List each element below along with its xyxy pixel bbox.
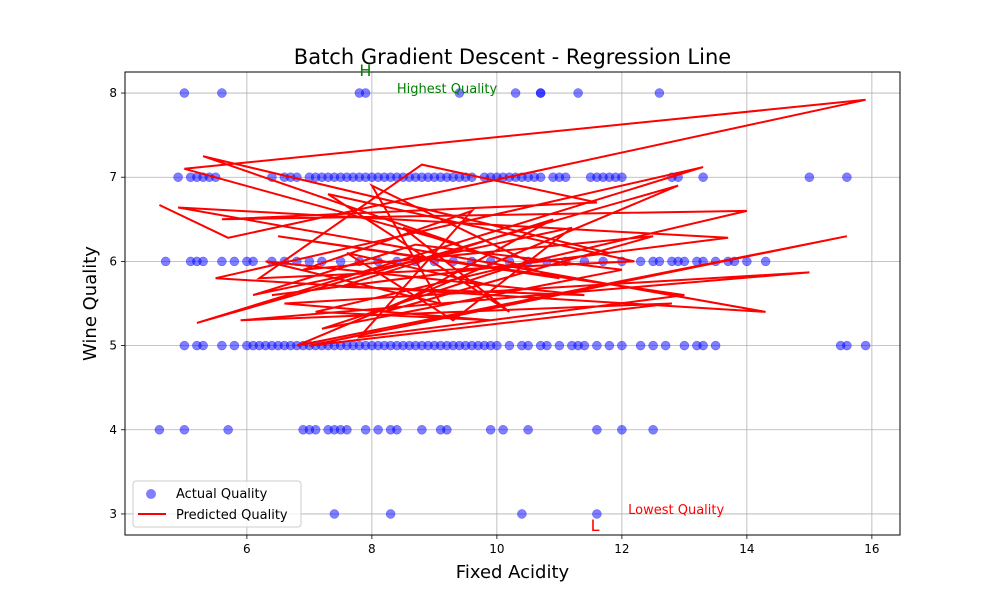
x-tick-label: 14 bbox=[739, 542, 754, 556]
data-point bbox=[592, 340, 602, 351]
data-point bbox=[342, 425, 352, 435]
data-point bbox=[442, 425, 452, 435]
chart-annotation: L bbox=[591, 516, 600, 535]
data-point bbox=[310, 425, 321, 435]
y-tick-label: 8 bbox=[109, 86, 117, 100]
chart-annotation: H bbox=[359, 61, 371, 80]
data-point bbox=[517, 509, 527, 519]
data-point bbox=[842, 340, 852, 351]
data-point bbox=[179, 425, 190, 435]
legend-line-label: Predicted Quality bbox=[176, 508, 288, 523]
data-point bbox=[617, 425, 627, 435]
data-point bbox=[660, 340, 671, 351]
legend-scatter-marker bbox=[146, 489, 156, 499]
annotation-layer: H Highest Quality L Lowest Quality bbox=[359, 61, 724, 535]
data-point bbox=[648, 425, 658, 435]
data-point bbox=[635, 256, 646, 267]
data-point bbox=[454, 88, 465, 98]
data-point bbox=[679, 340, 690, 351]
x-tick-label: 12 bbox=[614, 542, 629, 556]
data-point bbox=[560, 172, 571, 182]
data-point bbox=[492, 340, 502, 351]
data-point bbox=[760, 256, 771, 267]
data-point bbox=[217, 88, 227, 98]
chart-annotation: Lowest Quality bbox=[628, 503, 724, 518]
chart-annotation: Highest Quality bbox=[397, 82, 498, 97]
chart-title: Batch Gradient Descent - Regression Line bbox=[294, 45, 731, 69]
data-point bbox=[485, 425, 496, 435]
data-point bbox=[510, 88, 521, 98]
data-point bbox=[217, 256, 227, 267]
x-tick-label: 16 bbox=[864, 542, 879, 556]
data-point bbox=[523, 340, 533, 351]
data-point bbox=[842, 172, 852, 182]
data-point bbox=[592, 425, 602, 435]
data-point bbox=[498, 425, 508, 435]
data-point bbox=[329, 509, 340, 519]
data-point bbox=[617, 172, 627, 182]
data-point bbox=[223, 425, 233, 435]
data-point bbox=[535, 88, 546, 98]
data-point bbox=[604, 340, 615, 351]
data-point bbox=[654, 256, 665, 267]
data-point bbox=[248, 256, 258, 267]
y-tick-label: 3 bbox=[109, 507, 117, 521]
data-point bbox=[598, 256, 608, 267]
x-tick-label: 8 bbox=[368, 542, 376, 556]
y-tick-label: 6 bbox=[109, 254, 117, 268]
data-point bbox=[710, 340, 721, 351]
data-point bbox=[385, 509, 396, 519]
data-point bbox=[392, 425, 402, 435]
data-point bbox=[198, 256, 208, 267]
y-tick-label: 7 bbox=[109, 170, 117, 184]
data-point bbox=[554, 340, 565, 351]
tick-layer: 6 8 10 12 14 16 3 4 5 6 7 8 bbox=[109, 86, 879, 556]
y-tick-label: 4 bbox=[109, 423, 117, 437]
data-point bbox=[535, 172, 546, 182]
regression-line bbox=[158, 98, 866, 347]
data-point bbox=[573, 88, 583, 98]
data-point bbox=[229, 340, 240, 351]
y-axis-label: Wine Quality bbox=[80, 246, 101, 361]
data-point bbox=[698, 172, 708, 182]
data-point bbox=[679, 256, 690, 267]
regression-line-layer bbox=[158, 98, 866, 347]
legend-scatter-label: Actual Quality bbox=[176, 487, 268, 502]
data-point bbox=[504, 340, 515, 351]
data-point bbox=[154, 425, 165, 435]
data-point bbox=[417, 425, 427, 435]
data-point bbox=[654, 88, 665, 98]
y-tick-label: 5 bbox=[109, 339, 117, 353]
data-point bbox=[804, 172, 815, 182]
data-point bbox=[698, 340, 708, 351]
data-point bbox=[648, 340, 658, 351]
data-point bbox=[198, 340, 208, 351]
x-tick-label: 10 bbox=[489, 542, 504, 556]
data-point bbox=[579, 340, 590, 351]
plot-frame bbox=[124, 71, 901, 536]
data-point bbox=[617, 340, 627, 351]
x-axis-label: Fixed Acidity bbox=[456, 562, 570, 583]
data-point bbox=[360, 425, 371, 435]
data-point bbox=[742, 256, 752, 267]
data-point bbox=[217, 340, 227, 351]
data-point bbox=[373, 425, 383, 435]
data-point bbox=[860, 340, 871, 351]
data-point bbox=[635, 340, 646, 351]
data-point bbox=[179, 340, 190, 351]
legend-box bbox=[132, 480, 302, 528]
data-point bbox=[229, 256, 240, 267]
data-point bbox=[542, 340, 552, 351]
data-point bbox=[592, 509, 602, 519]
data-point bbox=[160, 256, 171, 267]
legend: Actual Quality Predicted Quality bbox=[132, 480, 302, 528]
data-point bbox=[173, 172, 183, 182]
data-point bbox=[523, 425, 533, 435]
x-tick-label: 6 bbox=[243, 542, 251, 556]
data-point bbox=[360, 88, 371, 98]
data-point bbox=[179, 88, 190, 98]
